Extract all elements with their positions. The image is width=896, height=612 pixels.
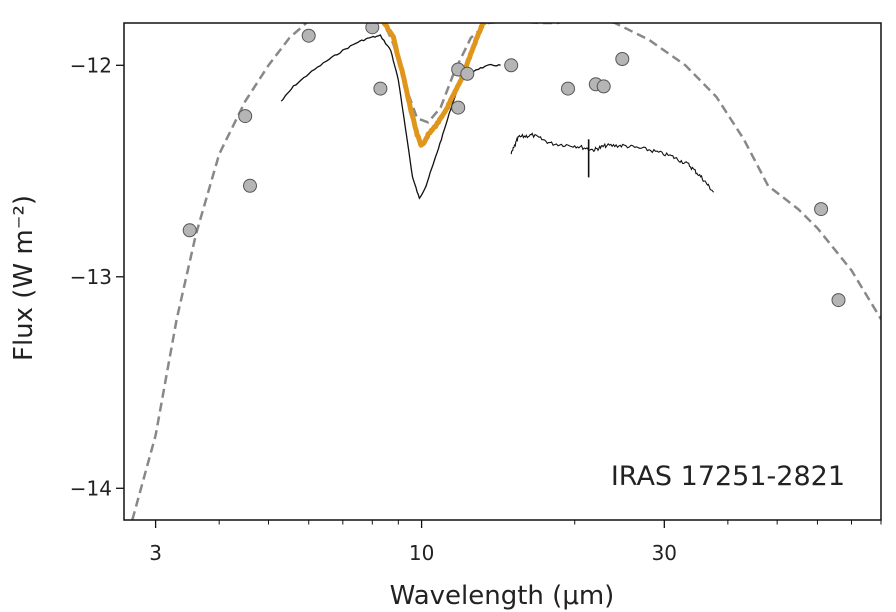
photometry-point <box>182 223 197 238</box>
x-tick-label: 3 <box>149 541 162 565</box>
y-tick-label: −14 <box>70 476 112 500</box>
photometry-point <box>373 81 388 96</box>
photometry-point <box>561 81 575 96</box>
photometry-point <box>460 66 475 81</box>
photometry-point <box>596 79 611 94</box>
x-tick-label: 30 <box>652 541 677 565</box>
tick-layer: 3 10 30 −12 −13 −14 <box>70 53 882 565</box>
photometry-point <box>451 100 466 115</box>
annotation-label: IRAS 17251-2821 <box>611 461 845 492</box>
model-line <box>131 23 881 520</box>
photometry-point <box>504 58 519 73</box>
photometry-point <box>243 178 257 193</box>
y-tick-label: −13 <box>70 265 112 289</box>
series-layer <box>131 23 881 520</box>
x-tick-label: 10 <box>409 541 434 565</box>
photometry-point <box>615 52 630 66</box>
x-axis-label: Wavelength (μm) <box>390 581 615 611</box>
marker-layer <box>182 23 846 308</box>
mid-ir-spectrum-line <box>380 23 488 148</box>
high-res-spectrum-line <box>510 132 715 193</box>
photometry-point <box>365 23 380 35</box>
photometry-point <box>814 202 829 217</box>
photometry-point <box>301 28 316 43</box>
y-tick-label: −12 <box>70 53 112 77</box>
photometry-point <box>238 109 253 124</box>
plot-frame <box>123 22 882 521</box>
y-axis-label: Flux (W m⁻²) <box>9 195 39 361</box>
photometry-point <box>831 293 846 308</box>
